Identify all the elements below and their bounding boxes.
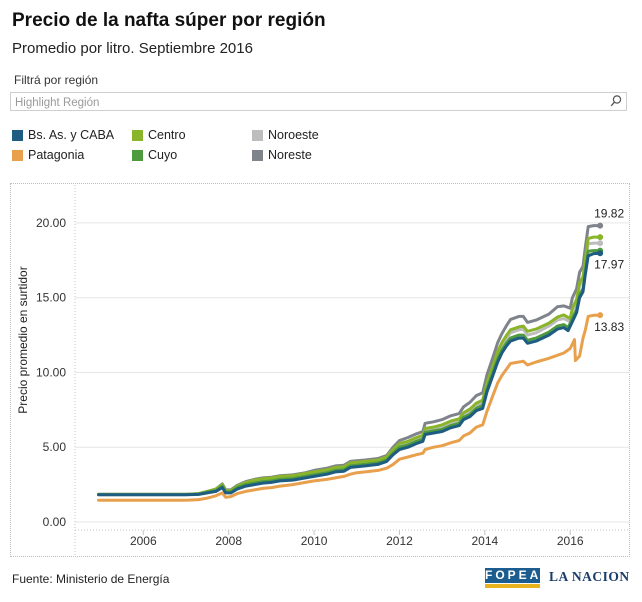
x-tick-label-3: 2012 (386, 534, 413, 548)
lanacion-logo[interactable]: LA NACION (549, 569, 630, 584)
legend-item-noroeste[interactable]: Noroeste (252, 128, 319, 142)
legend-swatch-cuyo (132, 149, 143, 161)
series-end-point-noroeste (597, 240, 604, 247)
legend-item-bs-as-y-caba[interactable]: Bs. As. y CABA (12, 128, 114, 142)
legend-item-patagonia[interactable]: Patagonia (12, 148, 84, 162)
legend-label-patagonia: Patagonia (28, 148, 85, 162)
legend-item-noreste[interactable]: Noreste (252, 148, 312, 162)
legend-swatch-patagonia (12, 149, 23, 161)
filter-label: Filtrá por región (14, 73, 99, 87)
y-axis-title: Precio promedio en surtidor (16, 266, 30, 413)
legend-label-centro: Centro (148, 128, 186, 142)
y-tick-label-1: 5.00 (43, 440, 67, 454)
y-tick-label-3: 15.00 (36, 291, 66, 305)
legend-swatch-centro (132, 129, 143, 141)
legend: Bs. As. y CABA Centro Noroeste Patagonia Cuy… (12, 128, 632, 168)
legend-item-centro[interactable]: Centro (132, 128, 186, 142)
series-end-point-patagonia (597, 312, 604, 319)
source-note: Fuente: Ministerio de Energía (12, 572, 170, 586)
series-line-noroeste (97, 241, 602, 496)
legend-label-noreste: Noreste (268, 148, 312, 162)
fopea-logo[interactable]: FOPEA (485, 568, 540, 590)
end-label-patagonia: 13.83 (594, 320, 624, 334)
series-end-point-bs-as-y-caba (597, 250, 604, 257)
legend-swatch-bs-as-y-caba (12, 129, 23, 141)
legend-label-cuyo: Cuyo (148, 148, 178, 162)
series-line-patagonia (97, 313, 602, 502)
legend-label-noroeste: Noroeste (268, 128, 319, 142)
chart-frame (10, 183, 630, 557)
legend-swatch-noroeste (252, 129, 263, 141)
series-line-noreste (97, 224, 602, 496)
x-tick-label-2: 2010 (301, 534, 328, 548)
x-tick-label-0: 2006 (130, 534, 157, 548)
region-search-input[interactable] (11, 94, 605, 112)
x-tick-label-4: 2014 (471, 534, 498, 548)
end-label-bs-as-y-caba: 17.97 (594, 257, 624, 271)
series-end-point-centro (597, 234, 604, 241)
series-line-centro (97, 235, 602, 496)
x-tick-label-1: 2008 (215, 534, 242, 548)
fopea-logo-bar (485, 584, 540, 588)
y-tick-label-0: 0.00 (43, 515, 67, 529)
chart-title: Precio de la nafta súper por región (12, 10, 326, 31)
legend-item-cuyo[interactable]: Cuyo (132, 148, 177, 162)
x-tick-label-5: 2016 (557, 534, 584, 548)
end-label-noreste: 19.82 (594, 207, 624, 221)
legend-label-bs-as-y-caba: Bs. As. y CABA (28, 128, 115, 142)
y-tick-label-2: 10.00 (36, 365, 66, 379)
series-line-bs-as-y-caba (97, 251, 602, 497)
region-search-box (10, 92, 627, 112)
legend-swatch-noreste (252, 149, 263, 161)
chart-subtitle: Promedio por litro. Septiembre 2016 (12, 40, 253, 57)
y-tick-label-4: 20.00 (36, 216, 66, 230)
series-end-point-noreste (597, 222, 604, 229)
search-icon[interactable] (610, 94, 622, 108)
fopea-logo-text: FOPEA (485, 568, 542, 583)
